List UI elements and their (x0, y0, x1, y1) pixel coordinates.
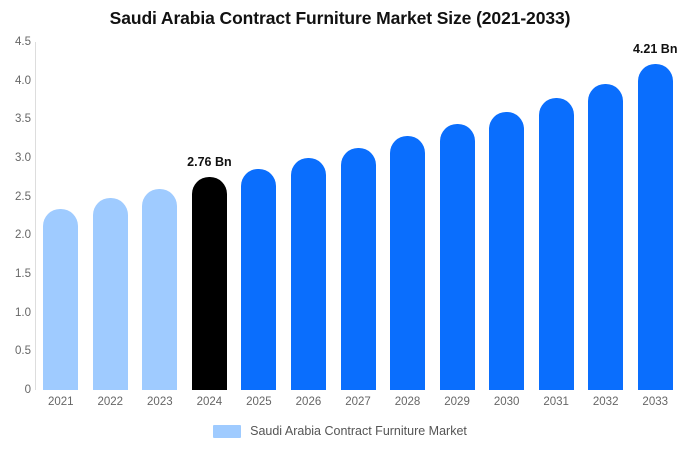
bar-2032[interactable] (588, 83, 624, 390)
chart-legend: Saudi Arabia Contract Furniture Market (0, 424, 680, 438)
x-axis-tick-label: 2029 (444, 396, 470, 408)
bar-2029[interactable] (439, 123, 475, 390)
bar-2025[interactable] (241, 168, 277, 390)
y-axis-tick-label: 0 (24, 384, 31, 396)
x-axis-tick-label: 2023 (147, 396, 173, 408)
x-axis-tick-label: 2025 (246, 396, 272, 408)
value-label-2024: 2.76 Bn (187, 154, 232, 169)
y-axis-tick-label: 2.5 (15, 190, 31, 203)
x-axis-tick-label: 2026 (295, 396, 322, 408)
x-axis-tick-label: 2031 (543, 396, 569, 408)
y-axis: 0 0.5 1.0 1.5 2.0 2.5 3.0 3.5 4.0 4.5 (0, 0, 31, 450)
bar-2022[interactable] (92, 198, 128, 390)
y-axis-tick-label: 1.5 (15, 268, 31, 280)
bar-2030[interactable] (489, 111, 525, 390)
x-axis-tick-label: 2030 (493, 396, 520, 408)
x-axis-tick-label: 2032 (592, 396, 619, 408)
y-axis-tick-label: 1.0 (15, 306, 31, 319)
bar-2024[interactable] (191, 176, 227, 390)
value-label-2033: 4.21 Bn (632, 42, 678, 57)
y-axis-tick-label: 3.0 (15, 152, 31, 164)
bar-2033[interactable] (637, 64, 673, 390)
x-axis-tick-label: 2033 (642, 396, 669, 408)
x-axis-tick-label: 2028 (394, 396, 421, 408)
y-axis-tick-label: 2.0 (15, 229, 31, 242)
bars-layer (36, 42, 680, 390)
x-axis-tick-label: 2024 (196, 396, 223, 408)
bar-2023[interactable] (142, 188, 178, 390)
bar-2027[interactable] (340, 147, 376, 390)
bar-2028[interactable] (390, 136, 426, 390)
y-axis-line (35, 42, 36, 390)
bar-2021[interactable] (43, 209, 79, 390)
x-axis-tick-label: 2027 (345, 396, 371, 408)
x-axis-tick-label: 2022 (97, 396, 124, 408)
y-axis-tick-label: 3.5 (15, 113, 31, 126)
y-axis-tick-label: 4.5 (15, 36, 31, 48)
bar-2031[interactable] (538, 97, 574, 390)
bar-2026[interactable] (290, 158, 326, 390)
legend-swatch (213, 424, 242, 438)
x-axis-tick-label: 2021 (47, 396, 74, 408)
y-axis-tick-label: 4.0 (15, 74, 31, 87)
y-axis-tick-label: 0.5 (15, 345, 31, 358)
chart-title: Saudi Arabia Contract Furniture Market S… (109, 8, 571, 28)
legend-label: Saudi Arabia Contract Furniture Market (250, 424, 467, 438)
